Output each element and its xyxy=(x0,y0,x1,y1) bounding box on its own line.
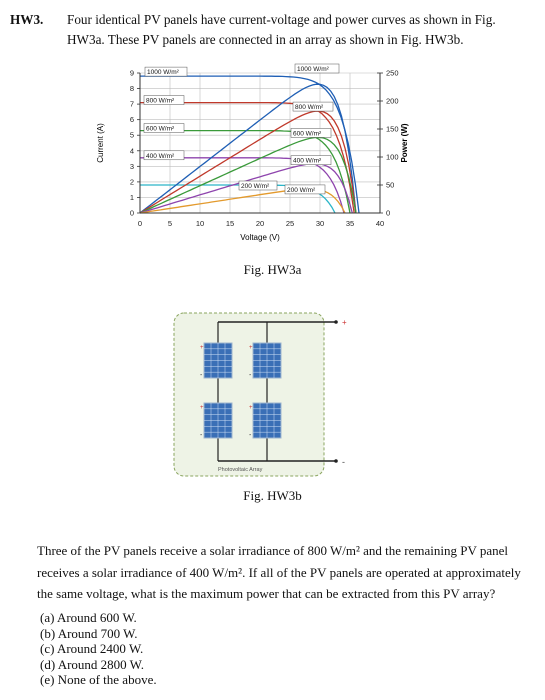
option-d[interactable]: (d) Around 2800 W. xyxy=(40,656,144,672)
y-axis-left-label: Current (A) xyxy=(96,123,105,163)
iv-power-chart: 0 5 10 15 20 25 30 35 40012345678905010015020025… xyxy=(96,63,409,242)
curve-label-box xyxy=(143,150,185,161)
y-right-tick-label: 0 xyxy=(386,209,390,218)
figure-b-caption: Fig. HW3b xyxy=(243,488,302,503)
x-tick-label: 5 xyxy=(168,219,172,228)
question-line-2: receives a solar irradiance of 400 W/m².… xyxy=(37,564,521,580)
curve-label: 1000 W/m² xyxy=(297,66,330,73)
curve-label-box xyxy=(292,101,334,112)
curve-label-box xyxy=(144,66,188,77)
positive-terminal xyxy=(334,320,338,324)
panel-minus-sign: - xyxy=(200,372,203,379)
curve-label-box xyxy=(290,155,332,165)
y-left-tick-label: 9 xyxy=(130,69,134,78)
panel-minus-sign: - xyxy=(249,432,252,439)
negative-terminal xyxy=(334,459,338,463)
panel-minus-sign: - xyxy=(200,432,203,439)
y-right-tick-label: 100 xyxy=(386,153,399,162)
curve-label-box xyxy=(284,184,326,195)
y-left-tick-label: 0 xyxy=(130,209,134,218)
curve-label: 600 W/m² xyxy=(293,130,322,137)
y-left-tick-label: 5 xyxy=(130,131,134,140)
intro-line-2: HW3a. These PV panels are connected in a… xyxy=(67,32,464,47)
curve-label-box xyxy=(290,128,332,138)
curve-label-box xyxy=(294,63,340,74)
curve-label-box xyxy=(143,95,185,105)
y-left-tick-label: 3 xyxy=(130,162,134,171)
y-right-tick-label: 200 xyxy=(386,97,399,106)
curve-labels: 1000 W/m² 800 W/m² 600 W/m² 400 W/m² 200 W/m… xyxy=(143,63,340,195)
x-tick-label: 20 xyxy=(256,219,264,228)
curve-label: 800 W/m² xyxy=(295,104,324,111)
x-tick-label: 30 xyxy=(316,219,324,228)
x-tick-label: 25 xyxy=(286,219,294,228)
panel-plus-sign: + xyxy=(249,345,253,351)
array-enclosure xyxy=(173,312,325,477)
negative-terminal-sign: - xyxy=(342,457,345,467)
curve-label-box xyxy=(238,180,278,191)
question-line-1: Three of the PV panels receive a solar i… xyxy=(37,543,509,558)
x-axis-label: Voltage (V) xyxy=(240,233,280,242)
curve-label: 400 W/m² xyxy=(293,158,322,165)
y-left-tick-label: 7 xyxy=(130,100,134,109)
power-curve xyxy=(139,136,357,214)
y-left-tick-label: 2 xyxy=(130,177,134,186)
option-a[interactable]: (a) Around 600 W. xyxy=(40,610,137,625)
chart-ticks: 0 5 10 15 20 25 30 35 40012345678905010015020025… xyxy=(130,69,399,229)
x-tick-label: 15 xyxy=(226,219,234,228)
x-tick-label: 40 xyxy=(376,219,384,228)
y-left-tick-label: 4 xyxy=(130,146,134,155)
pv-panels: + - + - + - + - xyxy=(200,342,282,439)
array-label: Photovoltaic Array xyxy=(218,467,263,473)
curve-label: 200 W/m² xyxy=(287,187,316,194)
curve-label: 1000 W/m² xyxy=(147,69,180,76)
answer-options: (a) Around 600 W. (b) Around 700 W. (c) … xyxy=(37,610,157,688)
intro-line-1: Four identical PV panels have current-vo… xyxy=(67,12,496,27)
y-left-tick-label: 8 xyxy=(130,84,134,93)
pv-array-diagram: + - + - + - + - + - Photovoltaic Array xyxy=(173,312,347,477)
curve-label: 600 W/m² xyxy=(146,126,175,133)
curve-label-box xyxy=(143,123,185,133)
y-right-tick-label: 150 xyxy=(386,125,399,134)
y-left-tick-label: 6 xyxy=(130,115,134,124)
panel-plus-sign: + xyxy=(200,405,204,411)
positive-terminal-sign: + xyxy=(342,318,347,327)
curve-label: 800 W/m² xyxy=(146,98,175,105)
curve-label: 400 W/m² xyxy=(146,153,175,160)
question-line-3: the same voltage, what is the maximum po… xyxy=(37,586,496,601)
panel-minus-sign: - xyxy=(249,372,252,379)
iv-curve xyxy=(140,129,351,214)
y-right-tick-label: 250 xyxy=(386,69,399,78)
option-b[interactable]: (b) Around 700 W. xyxy=(40,625,138,641)
option-e[interactable]: (e) None of the above. xyxy=(40,672,157,687)
panel-plus-sign: + xyxy=(249,405,253,411)
chart-axes xyxy=(139,73,381,214)
y-axis-right-label: Power (W) xyxy=(400,123,409,162)
panel-plus-sign: + xyxy=(200,345,204,351)
x-tick-label: 10 xyxy=(196,219,204,228)
figure-a-caption: Fig. HW3a xyxy=(243,262,302,277)
y-left-tick-label: 1 xyxy=(130,193,134,202)
power-curve xyxy=(139,83,357,214)
x-tick-label: 0 xyxy=(138,219,142,228)
problem-number: HW3. xyxy=(10,12,44,27)
option-c[interactable]: (c) Around 2400 W. xyxy=(40,641,144,656)
question-text: Three of the PV panels receive a solar i… xyxy=(37,540,521,605)
curve-label: 200 W/m² xyxy=(241,183,270,190)
y-right-tick-label: 50 xyxy=(386,181,394,190)
x-tick-label: 35 xyxy=(346,219,354,228)
